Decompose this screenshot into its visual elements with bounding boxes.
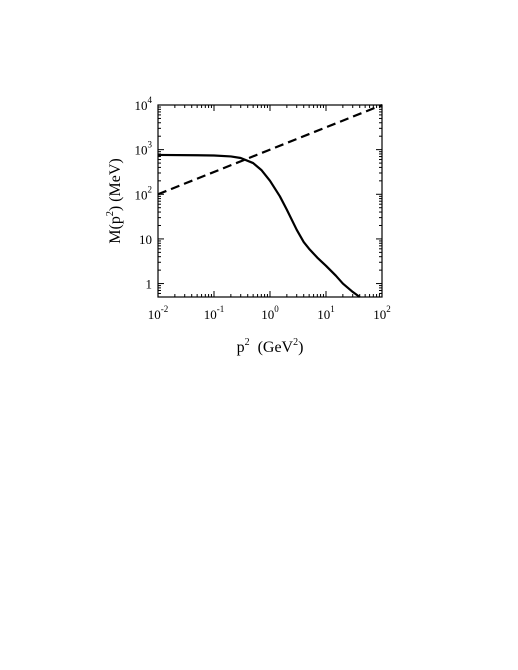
y-tick-label: 104 [135, 95, 153, 113]
y-tick-label: 10 [139, 232, 152, 247]
x-tick-label: 10-2 [148, 304, 169, 322]
y-tick-label: 103 [135, 140, 153, 158]
series-group [157, 103, 383, 298]
y-tick-label: 102 [135, 184, 153, 202]
x-tick-label: 102 [373, 304, 391, 322]
plot-frame [157, 104, 383, 298]
x-tick-label: 101 [317, 304, 335, 322]
x-axis-label: p2 (GeV2) [237, 337, 304, 356]
x-tick-label: 100 [261, 304, 279, 322]
y-tick-label: 1 [146, 277, 153, 292]
series-dashed-line [157, 103, 383, 196]
x-tick-label: 10-1 [204, 304, 225, 322]
ticks [157, 104, 383, 298]
y-axis-label: M(p2) (MeV) [105, 158, 124, 243]
tick-labels: 10-2 10-1 100 101 102 1 10 102 103 104 [135, 95, 391, 322]
series-solid-line [157, 153, 361, 298]
